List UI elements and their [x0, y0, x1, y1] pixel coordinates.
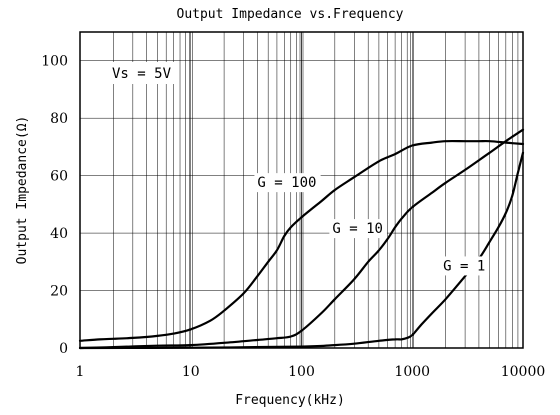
- chart-title: Output Impedance vs.Frequency: [177, 7, 404, 22]
- y-tick-label: 20: [50, 284, 68, 300]
- plot-frame: [79, 31, 524, 349]
- x-tick-label: 1000: [394, 364, 430, 380]
- y-tick-label: 80: [50, 111, 68, 127]
- y-tick-label: 100: [41, 54, 68, 70]
- y-tick-label: 40: [50, 226, 68, 242]
- series-line: [78, 128, 525, 350]
- condition-label-bg: [107, 62, 179, 84]
- y-tick-label: 60: [50, 169, 68, 185]
- series-label-bg: [440, 256, 490, 276]
- series-labels: G = 100 G = 10 G = 1: [254, 173, 490, 276]
- x-axis-label: Frequency(kHz): [235, 393, 345, 408]
- x-tick-label: 100: [288, 364, 315, 380]
- series-label-bg: [329, 219, 387, 239]
- series-label: G = 1: [443, 258, 485, 274]
- tick-labels: 1 10 100 1000 10000 0 20 40 60 80 100: [41, 54, 545, 380]
- series-line: [78, 139, 525, 342]
- grid: [80, 32, 523, 348]
- series-label: G = 10: [332, 221, 383, 237]
- series-lines: [78, 128, 525, 350]
- x-tick-label: 1: [76, 364, 85, 380]
- y-tick-label: 0: [59, 341, 68, 357]
- x-tick-label: 10000: [501, 364, 546, 380]
- x-tick-label: 10: [182, 364, 200, 380]
- series-line: [78, 151, 525, 350]
- series-label: G = 100: [257, 175, 316, 191]
- series-label-bg: [254, 173, 321, 193]
- y-axis-label: Output Impedance(Ω): [15, 116, 30, 265]
- condition-label: Vs = 5V: [112, 66, 172, 82]
